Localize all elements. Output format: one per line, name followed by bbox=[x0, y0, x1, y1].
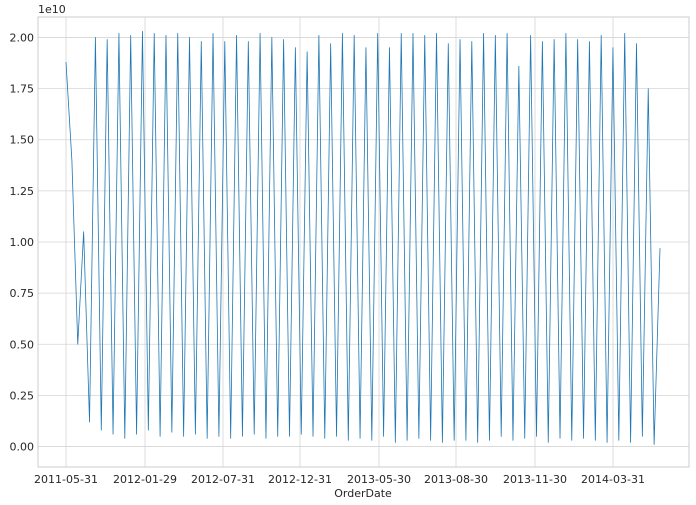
y-tick-label: 1.25 bbox=[10, 185, 35, 198]
y-tick-label: 0.00 bbox=[10, 441, 35, 454]
x-axis-label: OrderDate bbox=[334, 487, 392, 500]
y-tick-label: 0.75 bbox=[10, 287, 35, 300]
y-tick-label: 1.50 bbox=[10, 134, 35, 147]
y-tick-label: 1.75 bbox=[10, 83, 35, 96]
x-tick-label: 2011-05-31 bbox=[34, 473, 98, 486]
x-tick-label: 2013-05-30 bbox=[347, 473, 411, 486]
y-tick-label: 0.50 bbox=[10, 338, 35, 351]
y-tick-label: 1.00 bbox=[10, 236, 35, 249]
x-tick-label: 2014-03-31 bbox=[581, 473, 645, 486]
y-tick-label: 0.25 bbox=[10, 389, 35, 402]
y-offset-label: 1e10 bbox=[38, 3, 66, 16]
x-tick-label: 2012-12-31 bbox=[268, 473, 332, 486]
x-tick-label: 2012-07-31 bbox=[191, 473, 255, 486]
x-tick-label: 2012-01-29 bbox=[113, 473, 177, 486]
plot-area-frame bbox=[37, 16, 690, 468]
x-tick-label: 2013-08-30 bbox=[424, 473, 488, 486]
x-axis-ticks: 2011-05-31 2012-01-29 2012-07-31 2012-12-31… bbox=[34, 473, 645, 486]
y-tick-label: 2.00 bbox=[10, 31, 35, 44]
y-axis-ticks: 0.00 0.25 0.50 0.75 1.00 1.25 1.50 1.75 2.00 bbox=[10, 31, 35, 453]
series-line bbox=[65, 30, 661, 445]
x-tick-label: 2013-11-30 bbox=[503, 473, 567, 486]
grid bbox=[38, 17, 689, 467]
